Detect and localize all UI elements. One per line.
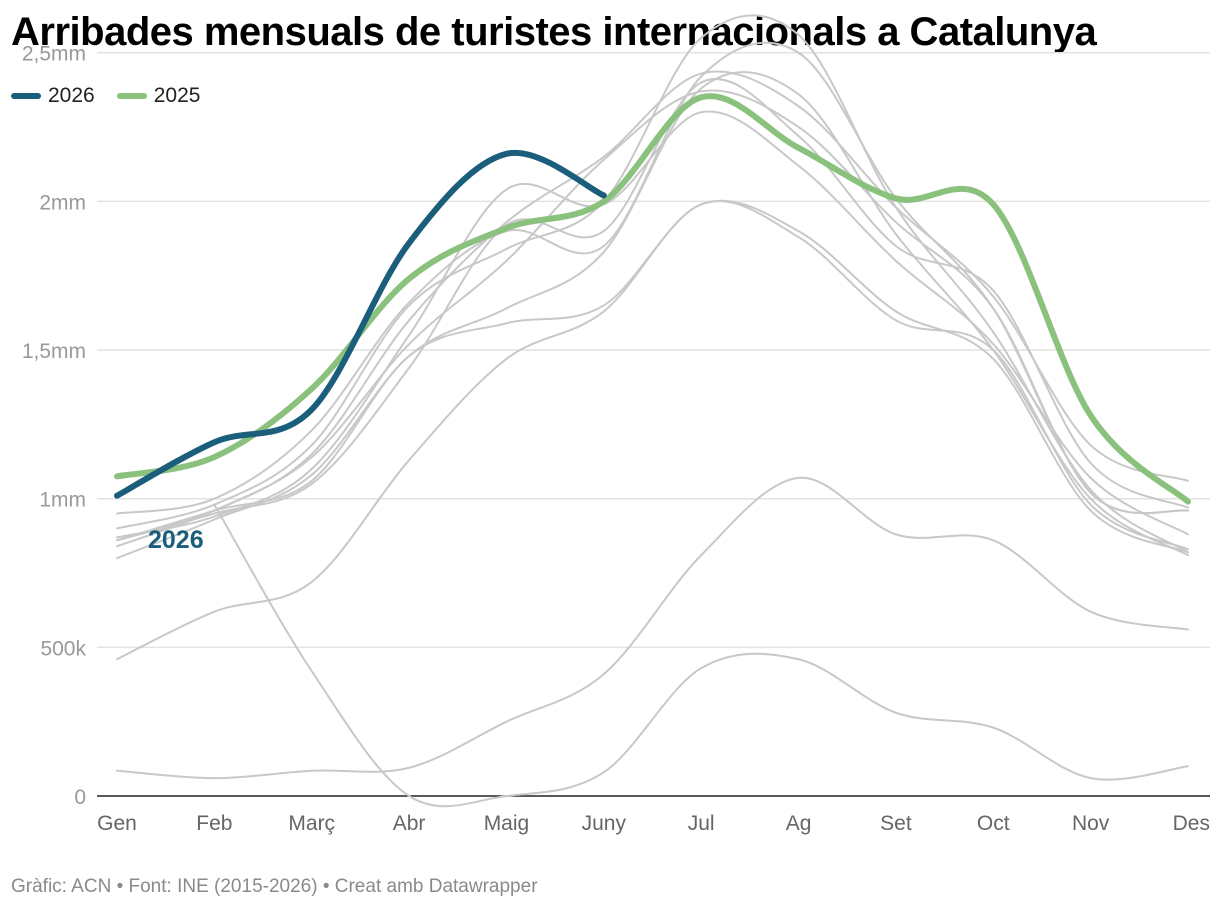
- legend-swatch-2026: [11, 93, 41, 99]
- x-tick-label: Oct: [977, 812, 1010, 835]
- y-tick-label: 500k: [40, 637, 86, 660]
- series-inline-label-2026: 2026: [148, 526, 204, 554]
- x-tick-label: Maig: [484, 812, 530, 835]
- x-tick-label: Març: [288, 812, 335, 835]
- series-line-2025: [114, 93, 1191, 505]
- background-year-line: [213, 503, 1189, 808]
- background-year-line: [116, 200, 1189, 661]
- background-year-line: [116, 476, 1189, 780]
- chart-footer: Gràfic: ACN • Font: INE (2015-2026) • Cr…: [11, 876, 538, 897]
- x-tick-label: Jul: [688, 812, 715, 835]
- x-tick-label: Gen: [97, 812, 137, 835]
- legend-item-2026: 2026: [11, 84, 95, 108]
- y-tick-label: 1mm: [39, 489, 86, 512]
- legend-item-2025: 2025: [116, 84, 201, 108]
- legend: 2026 2025: [11, 84, 200, 108]
- x-tick-label: Juny: [582, 812, 627, 835]
- legend-swatch-2025: [116, 93, 147, 99]
- y-tick-label: 1,5mm: [22, 340, 86, 363]
- background-year-line: [116, 89, 1189, 548]
- x-tick-label: Nov: [1072, 812, 1110, 835]
- background-year-line: [116, 41, 1189, 515]
- series-line-2026: [114, 149, 607, 499]
- y-tick-label: 2,5mm: [22, 43, 86, 66]
- x-tick-label: Ag: [786, 812, 812, 835]
- x-tick-label: Abr: [393, 812, 426, 835]
- background-year-line: [116, 70, 1189, 542]
- y-tick-label: 0: [74, 786, 86, 809]
- y-tick-label: 2mm: [39, 191, 86, 214]
- x-tick-label: Des: [1173, 812, 1210, 835]
- background-year-line: [116, 14, 1189, 554]
- x-tick-label: Feb: [196, 812, 232, 835]
- x-tick-label: Set: [880, 812, 912, 835]
- legend-label-2026: 2026: [48, 84, 95, 107]
- background-year-line: [116, 71, 1189, 560]
- chart-title: Arribades mensuals de turistes internaci…: [11, 10, 1097, 54]
- legend-label-2025: 2025: [153, 84, 201, 107]
